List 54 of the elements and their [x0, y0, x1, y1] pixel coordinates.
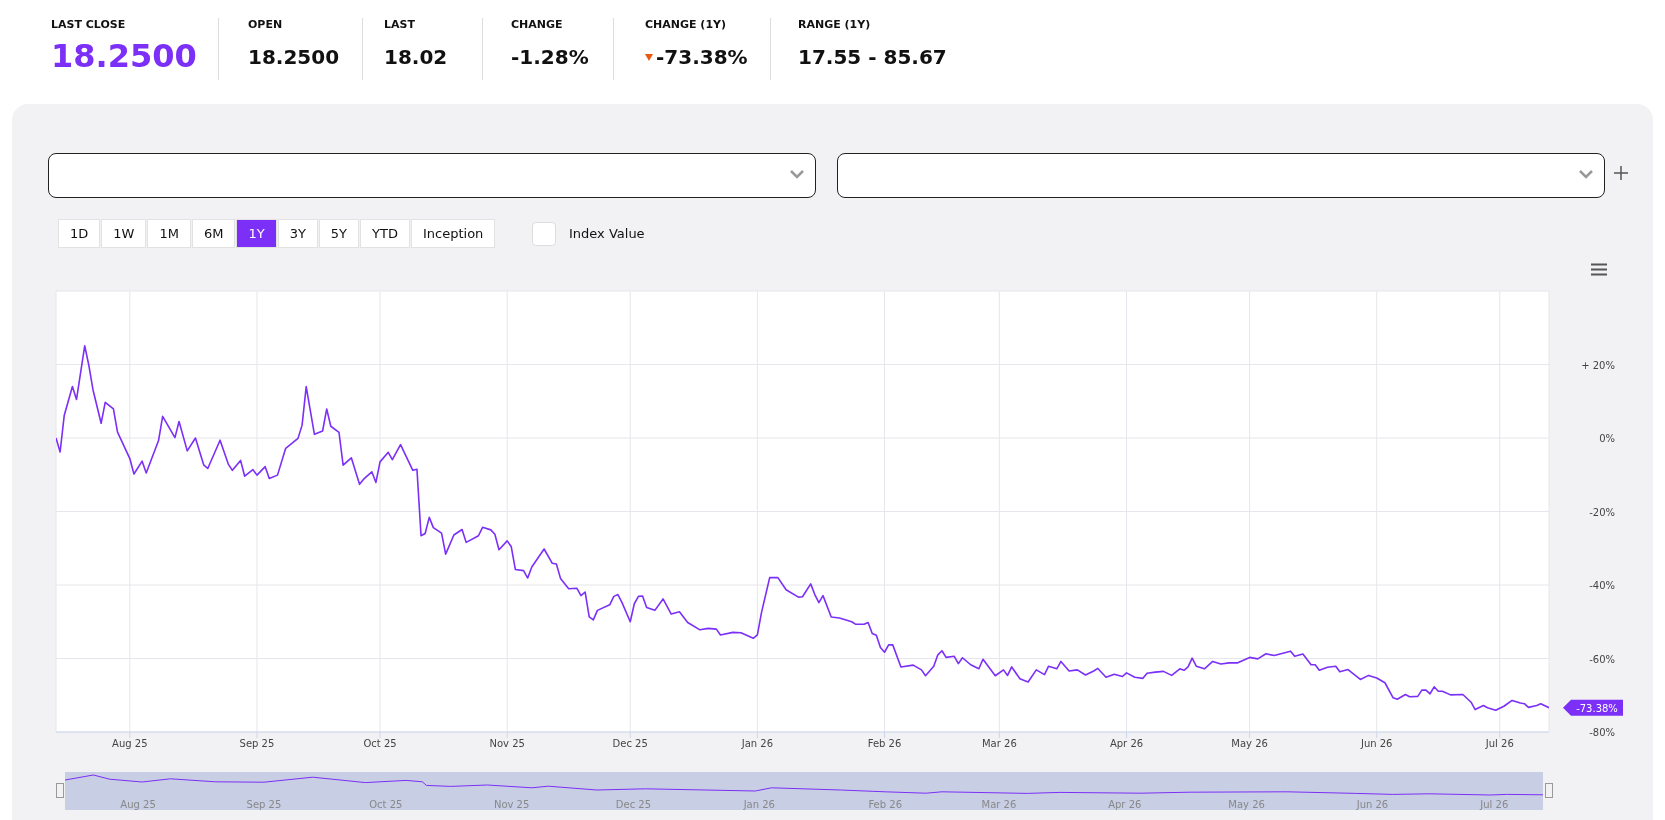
- text: 3Y: [277, 219, 318, 248]
- x-tick-label: Mar 26: [981, 738, 1017, 750]
- y-tick-label: + 20%: [1581, 359, 1615, 371]
- x-tick-label: Apr 26: [1109, 738, 1144, 750]
- text: 1D: [58, 219, 101, 248]
- text: Index Value: [569, 226, 645, 241]
- text: 1M: [147, 219, 191, 248]
- text: RANGE (1Y): [798, 18, 872, 31]
- text: -73.38%: [656, 45, 748, 69]
- text: 18.2500: [248, 45, 340, 69]
- x-tick-label: Aug 25: [112, 738, 148, 750]
- x-tick-label: Nov 25: [489, 738, 525, 750]
- annotation: -73.38%: [1576, 702, 1618, 714]
- x-tick-label: Oct 25: [363, 738, 397, 750]
- x-tick-label: Sep 25: [246, 799, 282, 810]
- x-tick-label: Feb 26: [867, 738, 902, 750]
- text: 5Y: [318, 219, 360, 248]
- text: -1.28%: [511, 45, 589, 69]
- y-tick-label: -80%: [1589, 727, 1615, 738]
- x-tick-label: Mar 26: [981, 799, 1017, 810]
- text: YTD: [360, 219, 410, 248]
- y-tick-label: -20%: [1589, 506, 1615, 518]
- text: 17.55 - 85.67: [798, 45, 947, 69]
- text: 18.02: [384, 45, 448, 69]
- text: 1Y: [236, 219, 277, 248]
- y-tick-label: -60%: [1589, 653, 1615, 665]
- x-tick-label: Dec 25: [615, 799, 652, 810]
- x-tick-label: May 26: [1231, 738, 1268, 750]
- x-tick-label: Dec 25: [612, 738, 648, 750]
- x-tick-label: Aug 25: [120, 799, 156, 810]
- y-tick-label: -40%: [1589, 580, 1615, 591]
- x-tick-label: Jul 26: [1479, 799, 1509, 810]
- x-tick-label: May 26: [1228, 799, 1265, 810]
- x-tick-label: Jul 26: [1484, 738, 1514, 750]
- x-tick-label: Apr 26: [1108, 799, 1142, 810]
- text: OPEN: [248, 18, 284, 31]
- y-tick-label: 0%: [1599, 433, 1615, 444]
- text: Inception: [410, 219, 496, 248]
- line-series: [56, 344, 1549, 712]
- text: 6M: [191, 219, 236, 248]
- text: 18.2500: [51, 37, 197, 75]
- text: CHANGE (1Y): [645, 18, 728, 31]
- x-tick-label: Jun 26: [1359, 738, 1393, 750]
- x-tick-label: Nov 25: [493, 799, 530, 810]
- text: CHANGE: [511, 18, 564, 31]
- text: 1W: [101, 219, 147, 248]
- text: LAST: [384, 18, 416, 31]
- text: LAST CLOSE: [51, 18, 127, 31]
- x-tick-label: Jan 26: [740, 738, 774, 750]
- x-tick-label: Sep 25: [239, 738, 275, 750]
- x-tick-label: Jan 26: [742, 799, 775, 810]
- x-tick-label: Feb 26: [868, 799, 903, 810]
- x-tick-label: Oct 25: [369, 799, 403, 810]
- x-tick-label: Jun 26: [1355, 799, 1389, 810]
